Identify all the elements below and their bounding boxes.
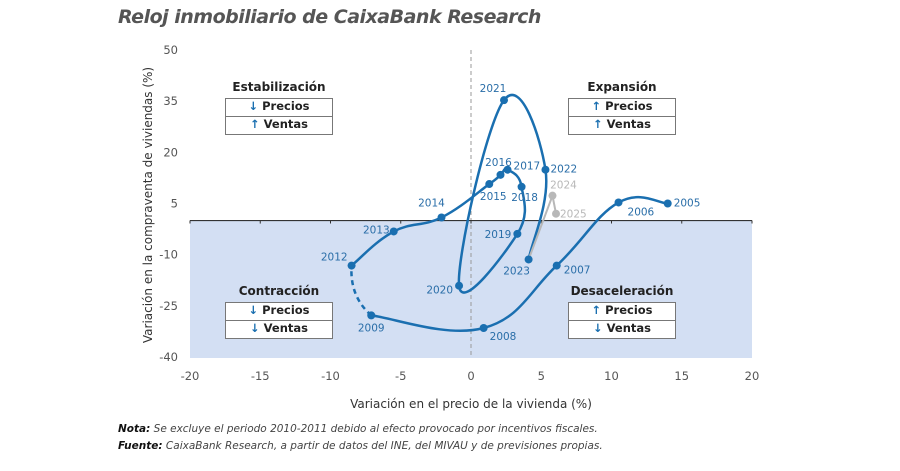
prices-label: Precios	[605, 303, 653, 317]
quadrant-expansion: Expansión ↑ Precios ↑ Ventas	[568, 80, 676, 135]
prices-label: Precios	[262, 303, 310, 317]
x-axis-label: Variación en el precio de la vivienda (%…	[350, 397, 592, 411]
sales-label: Ventas	[263, 117, 308, 131]
x-tick-label: 0	[467, 369, 474, 383]
year-label-2025: 2025	[560, 209, 587, 221]
source-label: Fuente:	[118, 440, 163, 452]
year-label-2014: 2014	[418, 197, 445, 209]
data-point-2020	[455, 281, 464, 290]
y-tick-label: 5	[171, 197, 178, 211]
year-label-2007: 2007	[564, 265, 591, 277]
y-tick-label: -10	[159, 248, 178, 262]
series-line-2005-2009	[371, 196, 668, 332]
year-label-2013: 2013	[363, 224, 390, 236]
year-label-2005: 2005	[674, 198, 701, 210]
chart-title: Reloj inmobiliario de CaixaBank Research	[118, 6, 541, 28]
data-point-2019	[513, 229, 522, 238]
arrow-up-icon: ↑	[592, 117, 603, 131]
x-tick-label: 20	[745, 369, 760, 383]
year-label-2022: 2022	[550, 164, 577, 176]
note: Nota: Se excluye el periodo 2010-2011 de…	[118, 423, 598, 435]
y-tick-label: 20	[163, 145, 178, 159]
note-label: Nota:	[118, 423, 151, 435]
y-tick-label: -40	[159, 350, 178, 364]
quadrant-deceleration: Desaceleración ↑ Precios ↓ Ventas	[568, 284, 676, 339]
year-label-2020: 2020	[426, 285, 453, 297]
data-point-2017	[503, 165, 512, 174]
data-point-2021	[500, 96, 509, 105]
x-tick-label: 5	[538, 369, 545, 383]
sales-label: Ventas	[606, 321, 651, 335]
year-label-2016: 2016	[485, 157, 512, 169]
arrow-up-icon: ↑	[591, 303, 602, 317]
year-label-2021: 2021	[480, 83, 507, 95]
sales-label: Ventas	[606, 117, 651, 131]
data-point-2024	[548, 191, 557, 200]
data-point-2008	[479, 324, 488, 333]
year-label-2008: 2008	[490, 331, 517, 343]
year-label-2015: 2015	[480, 191, 507, 203]
source-text: CaixaBank Research, a partir de datos de…	[162, 440, 603, 452]
prices-label: Precios	[262, 99, 310, 113]
x-tick-label: -5	[395, 369, 406, 383]
dashed-gap-line	[350, 265, 373, 317]
data-point-2016	[496, 170, 505, 179]
x-tick-label: 10	[604, 369, 619, 383]
data-point-2013	[389, 227, 398, 236]
arrow-down-icon: ↓	[248, 303, 259, 317]
arrow-up-icon: ↑	[591, 99, 602, 113]
quadrant-title: Contracción	[238, 284, 320, 298]
y-axis-label: Variación en la compraventa de viviendas…	[141, 66, 155, 344]
source: Fuente: CaixaBank Research, a partir de …	[118, 440, 603, 452]
year-label-2019: 2019	[485, 229, 512, 241]
year-label-2012: 2012	[321, 252, 348, 264]
quadrant-contraction: Contracción ↓ Precios ↓ Ventas	[225, 284, 333, 339]
x-tick-label: -20	[181, 369, 200, 383]
data-point-2006	[614, 198, 623, 207]
year-label-2018: 2018	[511, 192, 538, 204]
data-point-2015	[485, 180, 494, 189]
year-label-2017: 2017	[514, 161, 541, 173]
quadrant-title: Estabilización	[232, 80, 326, 94]
data-point-2023	[524, 255, 533, 264]
y-tick-label: 50	[163, 43, 178, 57]
x-tick-label: -10	[321, 369, 340, 383]
quadrant-stabilization: Estabilización ↓ Precios ↑ Ventas	[225, 80, 333, 135]
arrow-up-icon: ↑	[249, 117, 260, 131]
y-tick-label: -25	[159, 299, 178, 313]
data-point-2014	[437, 213, 446, 222]
data-point-2005	[663, 199, 672, 208]
year-label-2006: 2006	[628, 206, 655, 218]
year-label-2023: 2023	[503, 265, 530, 277]
x-tick-label: 15	[674, 369, 689, 383]
note-text: Se excluye el periodo 2010-2011 debido a…	[150, 423, 598, 435]
quadrant-title: Expansión	[587, 80, 657, 94]
arrow-down-icon: ↓	[592, 321, 603, 335]
year-label-2024: 2024	[550, 180, 577, 192]
x-tick-label: -15	[251, 369, 270, 383]
quadrant-title: Desaceleración	[570, 284, 674, 298]
data-point-2009	[367, 311, 376, 320]
prices-label: Precios	[605, 99, 653, 113]
year-label-2009: 2009	[358, 322, 385, 334]
sales-label: Ventas	[263, 321, 308, 335]
data-point-2022	[541, 165, 550, 174]
data-point-2018	[517, 182, 526, 191]
arrow-down-icon: ↓	[248, 99, 259, 113]
data-point-2007	[552, 261, 561, 270]
data-point-2012	[347, 261, 356, 270]
y-tick-label: 35	[163, 94, 178, 108]
data-point-2025	[552, 209, 561, 218]
arrow-down-icon: ↓	[249, 321, 260, 335]
